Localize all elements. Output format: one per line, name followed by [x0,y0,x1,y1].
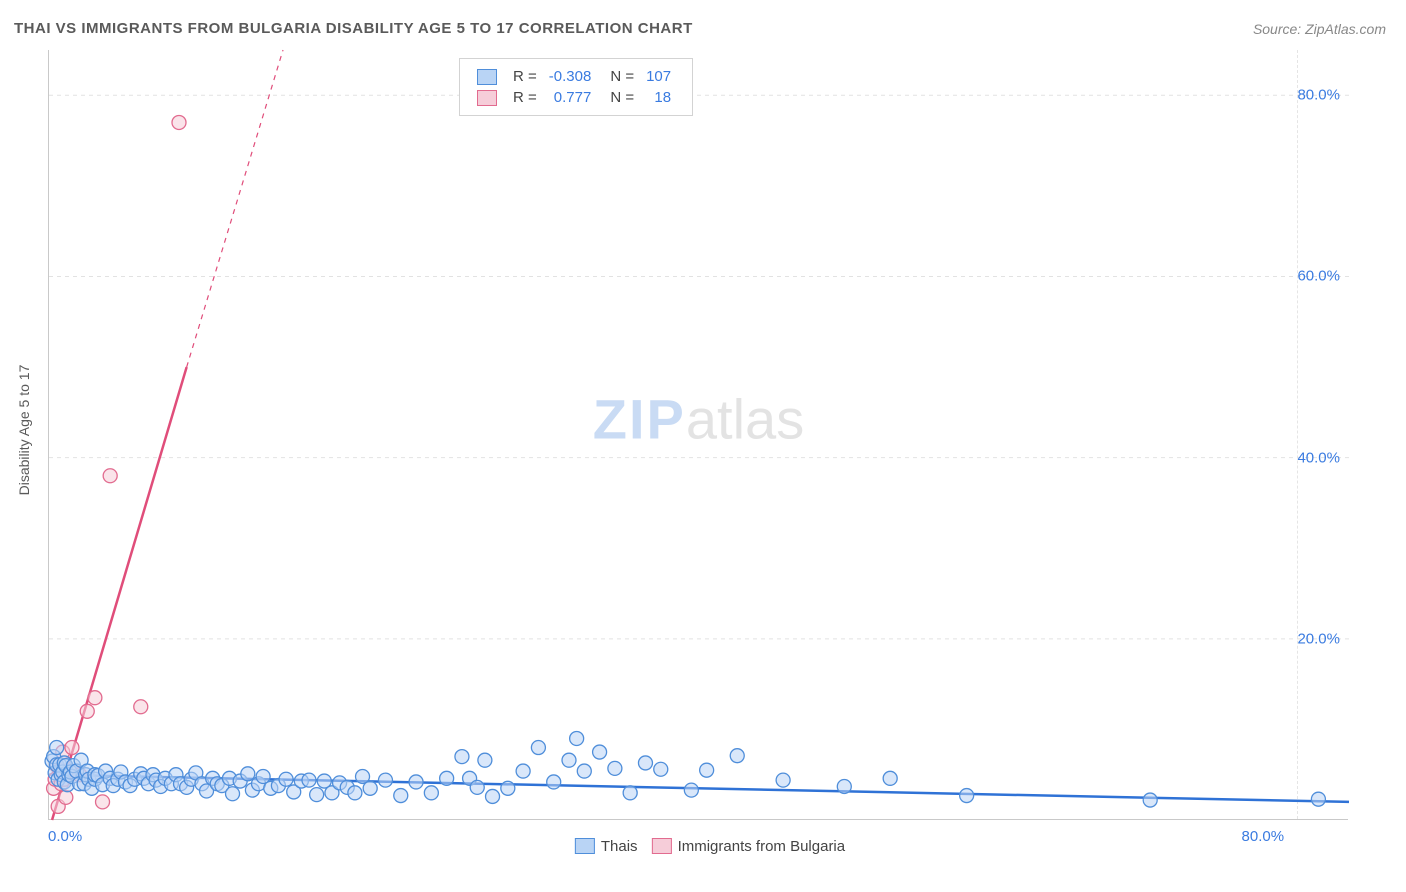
data-point [1143,793,1157,807]
data-point [570,731,584,745]
data-point [172,115,186,129]
thai-r-value: -0.308 [544,67,597,86]
data-point [134,700,148,714]
source-label: Source: ZipAtlas.com [1253,21,1386,37]
series-legend: Thais Immigrants from Bulgaria [561,838,845,855]
thai-n-value: 107 [641,67,676,86]
data-point [440,771,454,785]
legend-label: Thais [601,838,638,855]
data-point [65,741,79,755]
plot-area: ZIPatlas R = -0.308 N = 107 R = 0.777 N … [48,50,1348,820]
n-label: N = [598,88,639,107]
data-point [103,469,117,483]
data-point [470,780,484,794]
data-point [378,773,392,787]
bulgaria-n-value: 18 [641,88,676,107]
y-tick-label: 20.0% [1297,630,1340,647]
r-label: R = [508,67,542,86]
y-tick-label: 80.0% [1297,87,1340,104]
data-point [279,772,293,786]
data-point [638,756,652,770]
header: THAI VS IMMIGRANTS FROM BULGARIA DISABIL… [14,20,1386,37]
data-point [348,786,362,800]
data-point [424,786,438,800]
r-label: R = [508,88,542,107]
data-point [593,745,607,759]
x-tick-label: 0.0% [48,828,82,845]
y-axis-label: Disability Age 5 to 17 [16,365,32,496]
data-point [50,741,64,755]
data-point [363,781,377,795]
data-point [700,763,714,777]
legend-swatch [575,838,595,854]
chart-svg [49,50,1348,819]
data-point [562,753,576,767]
data-point [310,788,324,802]
y-tick-label: 40.0% [1297,449,1340,466]
data-point [88,691,102,705]
data-point [478,753,492,767]
data-point [654,762,668,776]
data-point [486,789,500,803]
data-point [837,779,851,793]
legend-swatch [652,838,672,854]
data-point [516,764,530,778]
data-point [409,775,423,789]
data-point [730,749,744,763]
legend-row-thai: R = -0.308 N = 107 [472,67,676,86]
trend-line [187,50,283,367]
data-point [531,741,545,755]
legend-label: Immigrants from Bulgaria [678,838,846,855]
data-point [226,787,240,801]
data-point [241,767,255,781]
data-point [302,773,316,787]
swatch-bulgaria [477,90,497,106]
data-point [883,771,897,785]
data-point [59,790,73,804]
data-point [501,781,515,795]
data-point [608,761,622,775]
data-point [623,786,637,800]
x-tick-label: 80.0% [1242,828,1285,845]
chart-title: THAI VS IMMIGRANTS FROM BULGARIA DISABIL… [14,20,693,37]
y-tick-label: 60.0% [1297,268,1340,285]
bulgaria-r-value: 0.777 [544,88,597,107]
swatch-thai [477,69,497,85]
legend-row-bulgaria: R = 0.777 N = 18 [472,88,676,107]
data-point [547,775,561,789]
stats-legend: R = -0.308 N = 107 R = 0.777 N = 18 [459,58,693,116]
data-point [455,750,469,764]
data-point [960,789,974,803]
n-label: N = [598,67,639,86]
data-point [1311,792,1325,806]
data-point [96,795,110,809]
data-point [577,764,591,778]
data-point [684,783,698,797]
data-point [80,704,94,718]
data-point [776,773,790,787]
data-point [394,789,408,803]
